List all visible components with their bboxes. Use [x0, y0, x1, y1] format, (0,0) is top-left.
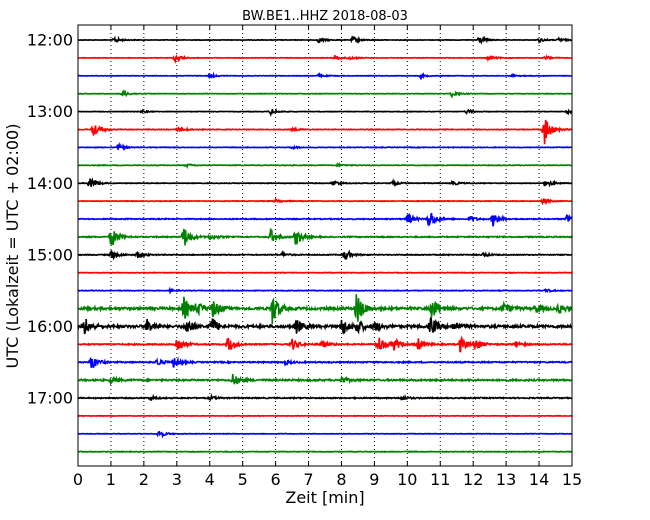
y-tick-label: 13:00	[27, 102, 73, 121]
seismic-trace	[77, 392, 573, 402]
x-tick-label: 6	[271, 470, 281, 489]
y-tick-label: 14:00	[27, 174, 73, 193]
seismic-trace	[77, 430, 573, 439]
x-tick-label: 14	[529, 470, 549, 489]
seismic-trace	[77, 373, 573, 386]
seismic-trace	[77, 286, 573, 295]
y-tick-label: 15:00	[27, 245, 73, 264]
vertical-grid	[110, 25, 540, 466]
x-tick-label: 2	[139, 470, 149, 489]
seismic-trace	[78, 71, 572, 81]
seismic-trace	[78, 249, 573, 261]
x-tick-labels: 0 1 2 3 4 5 6 7 8 9 10 11 12 13 14 15	[73, 470, 582, 489]
seismic-trace	[78, 450, 573, 454]
seismic-traces	[77, 35, 573, 454]
x-tick-label: 13	[496, 470, 516, 489]
seismic-trace	[77, 294, 573, 324]
x-axis-title: Zeit [min]	[285, 488, 364, 507]
axis-ticks	[77, 25, 573, 466]
plot-frame	[77, 24, 573, 467]
y-tick-label: 12:00	[27, 31, 73, 50]
x-tick-label: 11	[430, 470, 450, 489]
x-tick-label: 0	[73, 470, 83, 489]
x-tick-label: 8	[336, 470, 346, 489]
y-axis-title: UTC (Lokalzeit = UTC + 02:00)	[3, 124, 22, 369]
seismic-trace	[78, 161, 573, 170]
y-tick-label: 16:00	[27, 317, 73, 336]
x-tick-label: 5	[238, 470, 248, 489]
seismic-trace	[77, 141, 573, 152]
seismic-trace	[77, 108, 573, 117]
seismic-trace	[77, 317, 573, 335]
x-tick-label: 3	[172, 470, 182, 489]
seismic-trace	[77, 335, 573, 353]
seismic-trace	[77, 177, 573, 188]
seismic-trace	[77, 54, 573, 64]
seismic-trace	[77, 88, 573, 99]
y-tick-label: 17:00	[27, 389, 73, 408]
chart-title: BW.BE1..HHZ 2018-08-03	[242, 9, 408, 24]
seismic-trace	[77, 212, 573, 228]
x-tick-label: 12	[463, 470, 483, 489]
seismic-trace	[77, 197, 573, 206]
seismic-trace	[77, 228, 573, 246]
x-tick-label: 1	[106, 470, 116, 489]
x-tick-label: 10	[397, 470, 417, 489]
x-tick-label: 15	[562, 470, 582, 489]
seismic-trace	[77, 271, 573, 275]
seismic-trace	[77, 35, 573, 45]
x-tick-label: 4	[205, 470, 215, 489]
seismic-trace	[78, 119, 573, 145]
x-tick-label: 9	[369, 470, 379, 489]
seismic-trace	[77, 356, 573, 369]
y-tick-labels: 12:00 13:00 14:00 15:00 16:00 17:00	[27, 31, 73, 408]
x-tick-label: 7	[303, 470, 313, 489]
